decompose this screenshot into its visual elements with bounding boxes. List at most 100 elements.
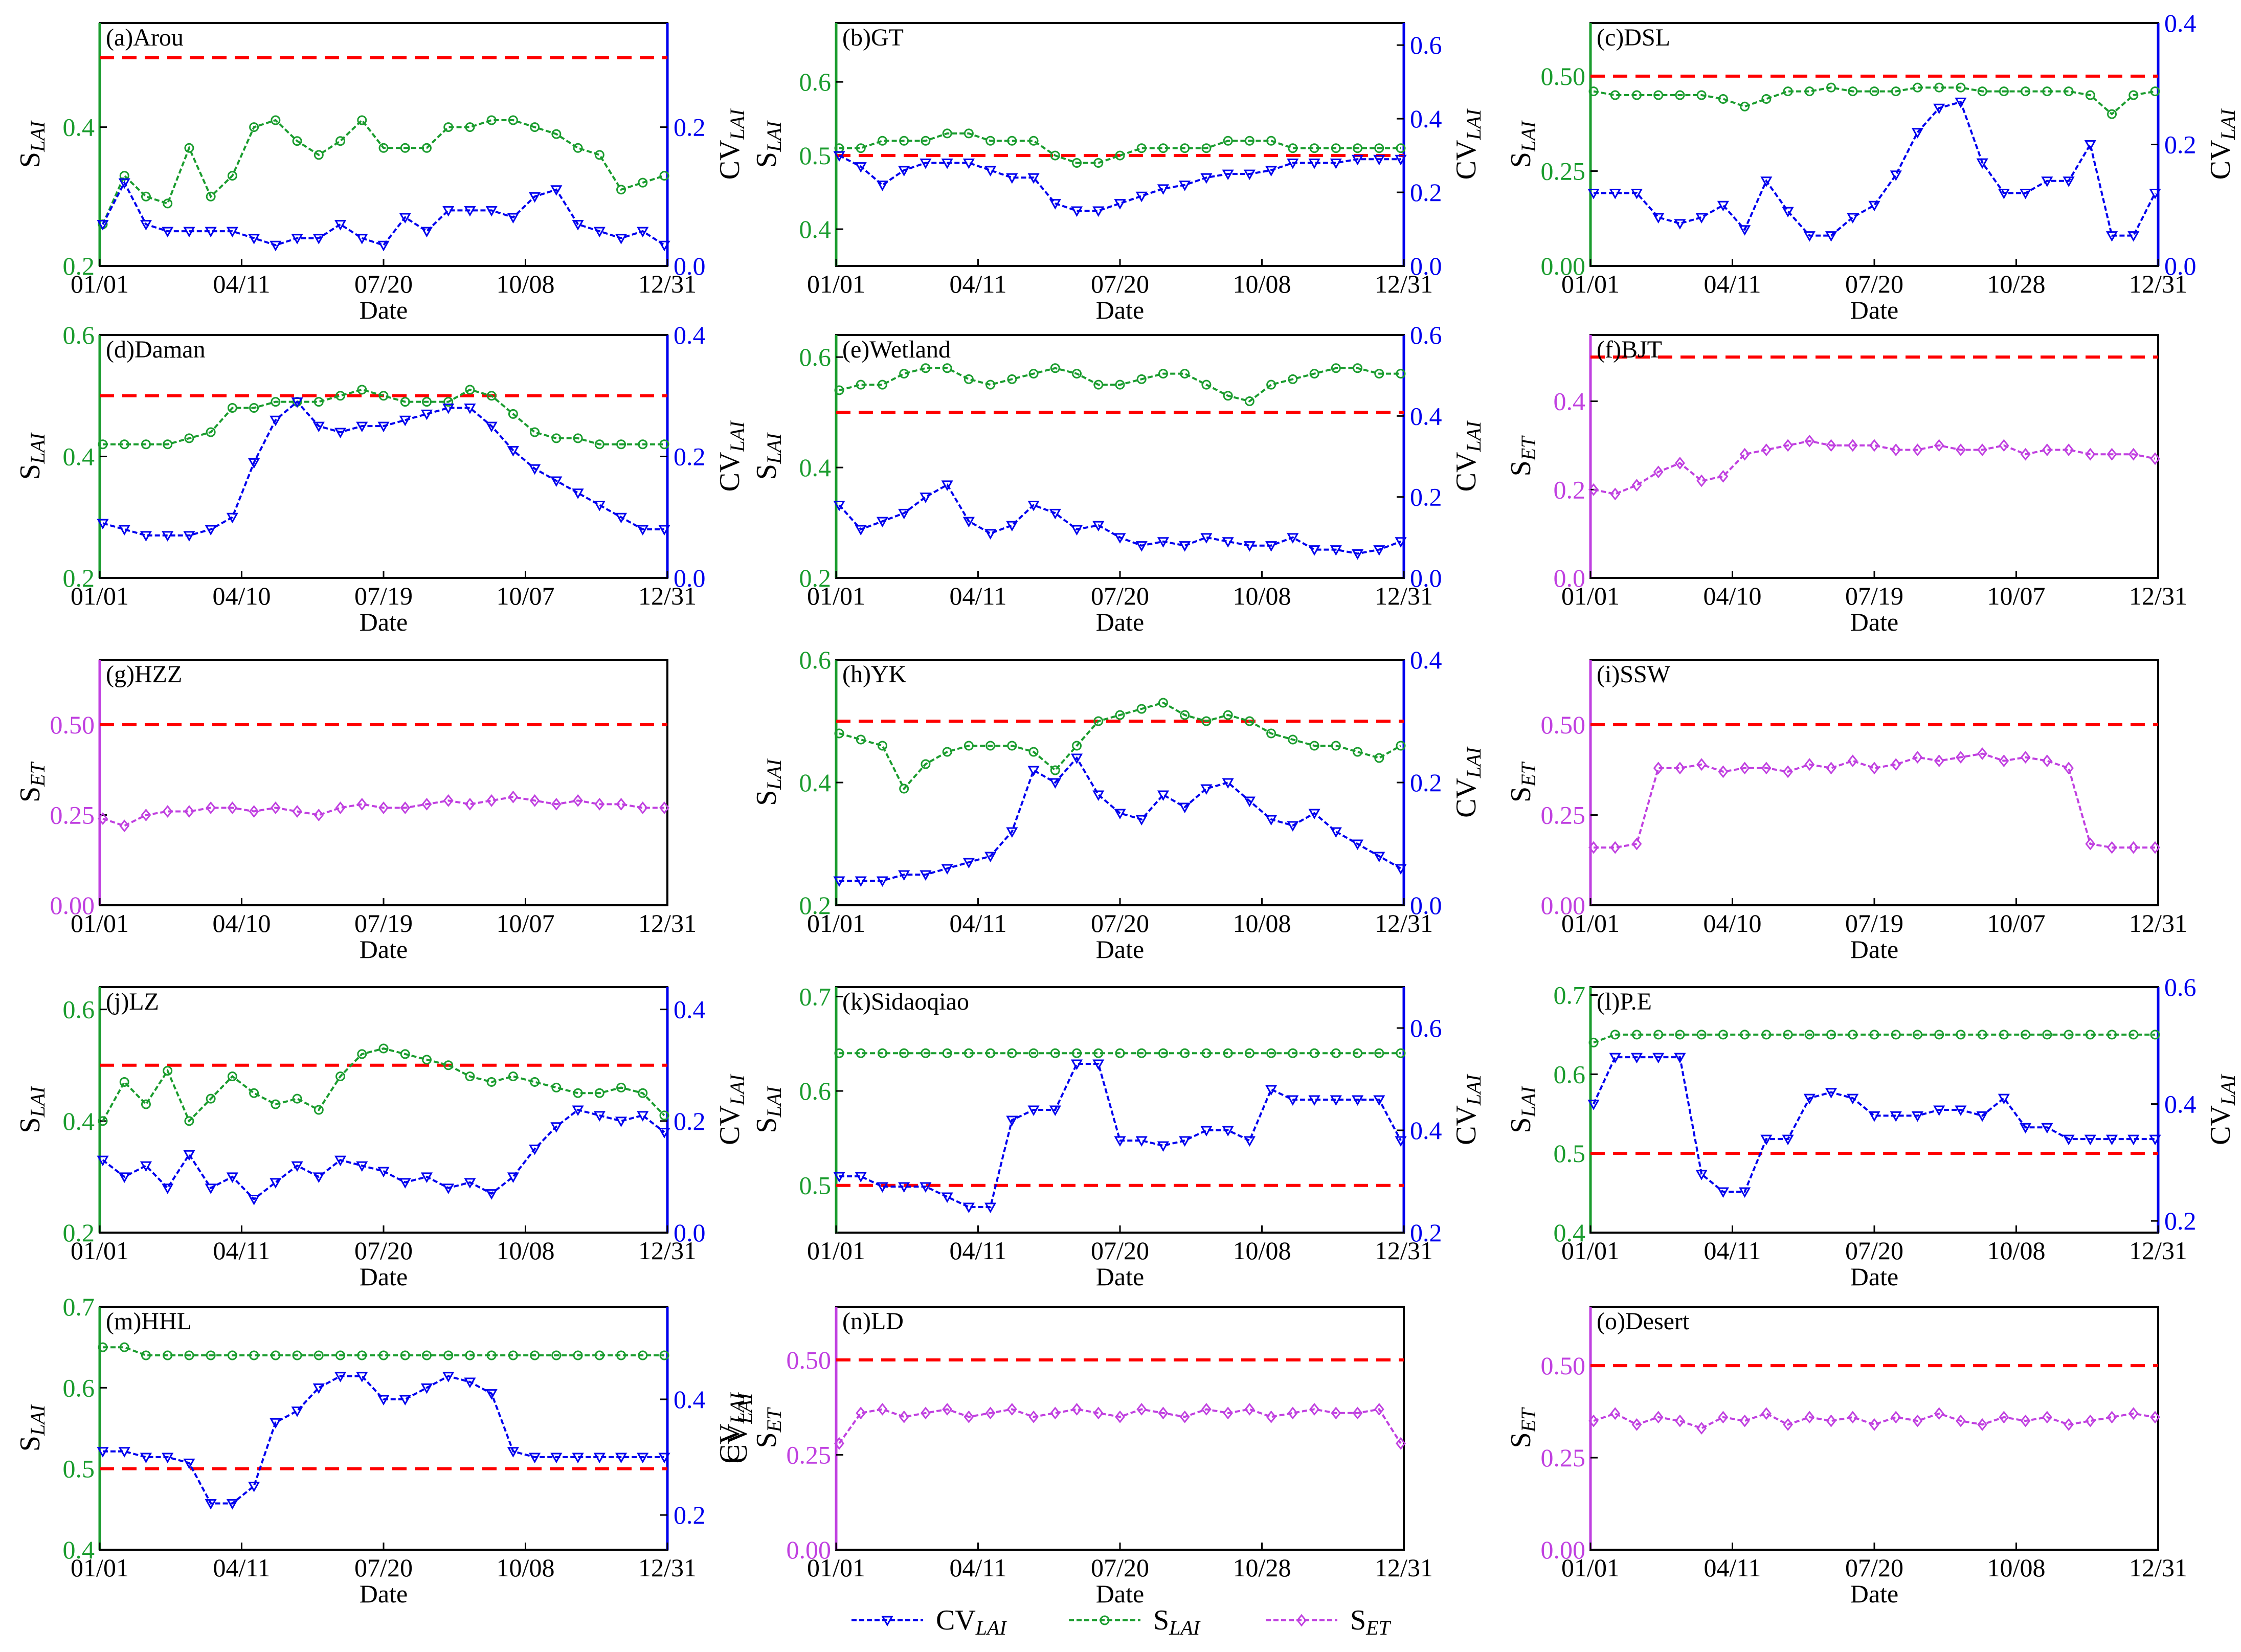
data-point-slai: [1869, 86, 1879, 97]
data-point-slai: [1223, 1048, 1233, 1058]
data-point-slai: [141, 1350, 151, 1360]
data-point-slai: [141, 439, 151, 450]
y-tick-label-right: 0.0: [1410, 252, 1442, 280]
data-point-set: [1396, 1437, 1406, 1450]
panel-g: 0.00 0.25 0.50 01/01 04/10 07/19 10/07 12/31 Dat…: [14, 659, 697, 964]
data-point-set: [292, 805, 302, 818]
data-point-cv: [140, 1453, 152, 1464]
data-point-cv: [1027, 1105, 1040, 1117]
data-point-slai: [1912, 82, 1922, 93]
data-point-set: [1761, 1407, 1772, 1420]
x-tick-label: 10/07: [1987, 909, 2046, 937]
legend-marker-cv: [881, 1616, 893, 1627]
y-tick-label-left: 0.50: [1541, 62, 1586, 91]
data-point-slai: [1007, 136, 1017, 146]
data-point-slai: [1244, 136, 1254, 146]
data-point-set: [1050, 1407, 1061, 1420]
data-point-cv: [1070, 525, 1083, 536]
data-point-set: [2042, 1411, 2052, 1424]
data-point-slai: [1050, 765, 1060, 775]
data-point-cv: [1652, 213, 1665, 224]
data-point-cv: [1717, 1187, 1729, 1198]
data-point-cv: [984, 166, 997, 176]
data-point-cv: [1027, 501, 1040, 511]
y-axis-label-right: CVLAI: [714, 1392, 749, 1463]
x-tick-label: 12/31: [1375, 582, 1433, 610]
data-point-cv: [1114, 533, 1126, 544]
data-point-cv: [464, 206, 476, 217]
data-point-cv: [1976, 1111, 1988, 1122]
data-point-set: [2106, 841, 2117, 854]
data-point-set: [1869, 439, 1879, 452]
x-tick-label: 01/01: [807, 1236, 865, 1265]
data-point-cv: [1006, 521, 1018, 532]
data-point-slai: [1848, 86, 1858, 97]
data-point-slai: [594, 1088, 604, 1098]
data-point-cv: [1222, 537, 1234, 548]
x-tick-label: 07/20: [1845, 1553, 1903, 1582]
data-point-set: [465, 797, 475, 811]
data-point-cv: [1070, 753, 1083, 765]
panel-o: 0.00 0.25 0.50 01/01 04/11 07/20 10/08 12/31 Dat…: [1505, 1306, 2187, 1608]
data-point-slai: [141, 191, 151, 202]
x-tick-label: 07/20: [1091, 270, 1149, 298]
data-point-set: [1804, 434, 1815, 448]
data-point-set: [1631, 479, 1642, 492]
data-point-set: [335, 801, 346, 814]
data-point-cv: [1847, 213, 1859, 224]
data-point-slai: [1093, 716, 1104, 726]
x-tick-label: 12/31: [638, 1553, 697, 1582]
data-point-slai: [1999, 86, 2009, 97]
data-point-cv: [291, 234, 303, 244]
panel-title: (a)Arou: [106, 24, 184, 51]
y-tick-label-left: 0.6: [799, 645, 832, 674]
data-point-set: [1631, 1418, 1642, 1431]
panel-d: 0.2 0.4 0.6 0.0 0.2 0.4 01/01 04/10 07/19 10/07 12…: [14, 321, 749, 636]
data-point-slai: [1718, 94, 1728, 104]
data-point-slai: [98, 1116, 108, 1126]
data-point-cv: [920, 158, 932, 169]
data-point-slai: [357, 385, 367, 395]
data-point-cv: [876, 876, 889, 887]
data-point-slai: [899, 369, 909, 379]
data-point-slai: [1783, 1030, 1793, 1040]
data-point-slai: [1007, 1048, 1017, 1058]
data-point-set: [942, 1402, 953, 1416]
panel-title: (e)Wetland: [842, 336, 951, 363]
series-line-slai: [102, 1047, 665, 1123]
data-point-slai: [1201, 379, 1212, 390]
x-tick-label: 07/19: [1845, 909, 1903, 937]
data-point-cv: [1674, 1053, 1686, 1064]
data-point-slai: [1396, 369, 1406, 379]
data-point-set: [1653, 1411, 1664, 1424]
data-point-cv: [118, 525, 130, 536]
data-point-set: [1352, 1407, 1363, 1420]
y-tick-label-left: 0.6: [799, 1077, 832, 1105]
x-tick-label: 10/08: [1233, 270, 1291, 298]
data-point-cv: [1351, 549, 1364, 560]
x-axis-label: Date: [1096, 1262, 1144, 1291]
data-point-set: [1891, 443, 1901, 456]
data-point-cv: [1135, 191, 1148, 203]
data-point-slai: [1180, 710, 1190, 720]
data-point-slai: [98, 439, 108, 450]
data-point-cv: [334, 428, 347, 439]
data-point-cv: [833, 1172, 845, 1183]
data-point-cv: [1803, 231, 1816, 242]
data-point-cv: [1373, 545, 1385, 556]
y-tick-label-right: 0.6: [1410, 1014, 1442, 1042]
x-tick-label: 10/08: [497, 1553, 555, 1582]
data-point-cv: [1825, 231, 1837, 242]
data-point-slai: [206, 191, 216, 202]
data-point-cv: [2127, 1134, 2140, 1146]
y-tick-label-left: 0.4: [1554, 1218, 1586, 1247]
data-point-set: [1977, 1418, 1988, 1431]
data-point-slai: [400, 397, 410, 407]
data-point-cv: [550, 1122, 563, 1133]
data-point-slai: [443, 1060, 454, 1070]
y-tick-label-left: 0.5: [799, 1171, 832, 1200]
data-point-slai: [899, 136, 909, 146]
data-point-set: [421, 797, 432, 811]
data-point-cv: [1955, 97, 1967, 108]
data-point-cv: [2020, 189, 2032, 199]
